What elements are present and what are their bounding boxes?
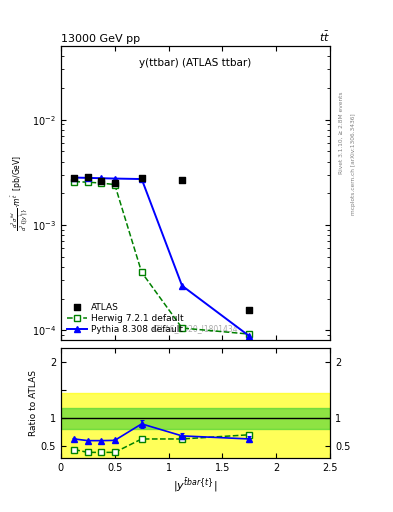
ATLAS	[85, 173, 91, 181]
Bar	[61, 393, 330, 465]
Y-axis label: $\frac{d^2\sigma^{fid}}{d^2\{|y^{\bar{t}}|\}}\!\cdot\!m^{\bar{t}}$  [pb/GeV]: $\frac{d^2\sigma^{fid}}{d^2\{|y^{\bar{t}…	[9, 155, 31, 231]
Text: Rivet 3.1.10, ≥ 2.8M events: Rivet 3.1.10, ≥ 2.8M events	[339, 92, 344, 175]
Herwig 7.2.1 default	[72, 179, 77, 185]
Pythia 8.308 default	[247, 333, 252, 339]
Herwig 7.2.1 default	[140, 269, 144, 275]
Pythia 8.308 default	[86, 175, 90, 181]
Pythia 8.308 default	[99, 175, 104, 181]
Herwig 7.2.1 default	[247, 331, 252, 337]
Herwig 7.2.1 default	[112, 181, 117, 187]
Herwig 7.2.1 default	[99, 180, 104, 186]
X-axis label: $|y^{\bar{t}bar\{t\}}|$: $|y^{\bar{t}bar\{t\}}|$	[173, 476, 218, 494]
Pythia 8.308 default	[140, 176, 144, 182]
Pythia 8.308 default	[180, 283, 184, 289]
Bar	[61, 408, 330, 429]
Pythia 8.308 default	[112, 176, 117, 182]
ATLAS	[179, 176, 185, 184]
ATLAS	[246, 306, 253, 314]
Text: ATLAS_2020_I1801434: ATLAS_2020_I1801434	[152, 324, 239, 333]
Text: y(ttbar) (ATLAS ttbar): y(ttbar) (ATLAS ttbar)	[140, 58, 252, 68]
Text: mcplots.cern.ch [arXiv:1306.3436]: mcplots.cern.ch [arXiv:1306.3436]	[351, 113, 356, 215]
Herwig 7.2.1 default	[180, 325, 184, 331]
ATLAS	[139, 174, 145, 182]
Line: Herwig 7.2.1 default: Herwig 7.2.1 default	[71, 179, 252, 337]
ATLAS	[71, 174, 77, 182]
Legend: ATLAS, Herwig 7.2.1 default, Pythia 8.308 default: ATLAS, Herwig 7.2.1 default, Pythia 8.30…	[65, 301, 185, 336]
Pythia 8.308 default	[72, 175, 77, 181]
ATLAS	[98, 177, 105, 185]
Y-axis label: Ratio to ATLAS: Ratio to ATLAS	[29, 370, 38, 436]
ATLAS	[112, 179, 118, 187]
Text: $t\bar{t}$: $t\bar{t}$	[319, 29, 330, 44]
Herwig 7.2.1 default	[86, 179, 90, 185]
Text: 13000 GeV pp: 13000 GeV pp	[61, 33, 140, 44]
Line: Pythia 8.308 default: Pythia 8.308 default	[71, 175, 252, 339]
